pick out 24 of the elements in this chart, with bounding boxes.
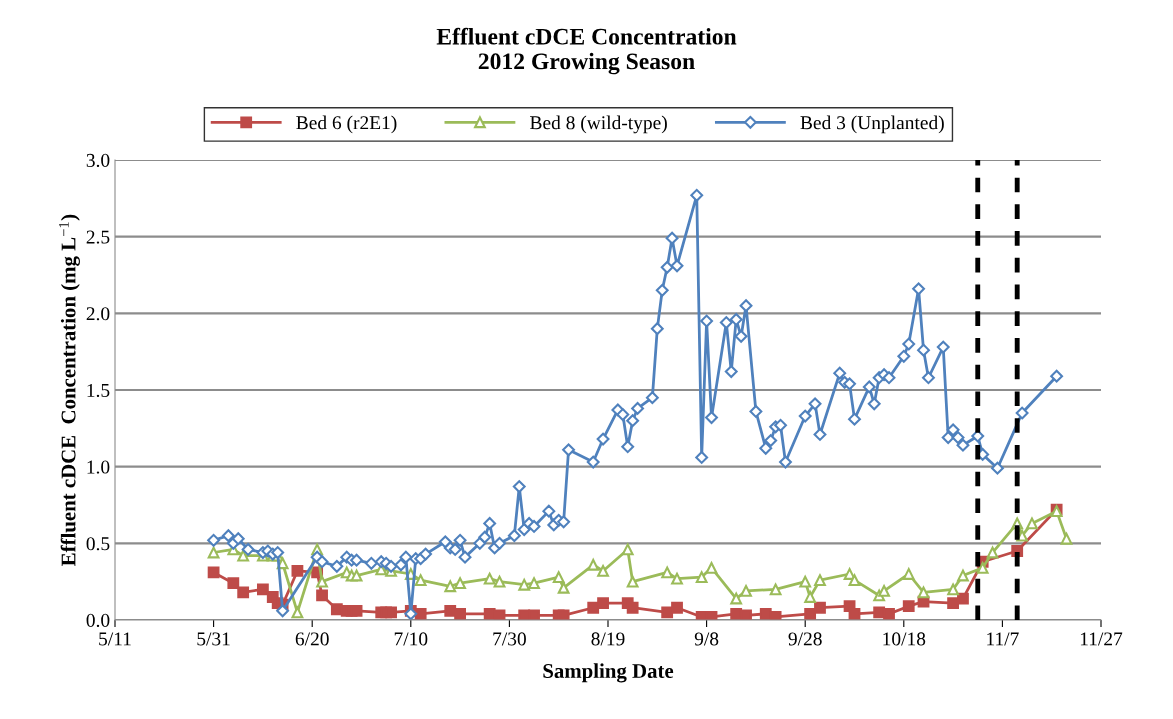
y-tick-label: 2.0 bbox=[86, 307, 110, 321]
x-tick-label: 5/31 bbox=[197, 632, 230, 646]
y-tick-label: 0.5 bbox=[86, 537, 110, 551]
y-tick-label: 2.5 bbox=[86, 230, 110, 244]
legend-label: Bed 6 (r2E1) bbox=[296, 115, 397, 134]
y-tick-label: 1.5 bbox=[87, 383, 110, 398]
y-tick-label: 0.0 bbox=[86, 613, 110, 628]
y-axis-title: Effluent cDCE Concentration (mg L$^{−1}$) bbox=[59, 214, 80, 566]
x-tick-label: 7/10 bbox=[394, 632, 428, 646]
x-tick-label: 5/11 bbox=[99, 632, 131, 646]
x-tick-label: 8/19 bbox=[591, 632, 625, 646]
y-tick-label: 1.0 bbox=[87, 460, 110, 474]
x-tick-label: 9/28 bbox=[788, 632, 822, 646]
x-tick-label: 11/27 bbox=[1080, 632, 1123, 646]
x-tick-label: 9/8 bbox=[694, 632, 719, 646]
x-tick-label: 11/7 bbox=[987, 632, 1019, 646]
x-tick-label: 6/20 bbox=[295, 632, 329, 646]
legend-label: Bed 3 (Unplanted) bbox=[800, 115, 944, 134]
y-tick-label: 3.0 bbox=[86, 153, 110, 168]
x-axis-title: Sampling Date bbox=[543, 663, 674, 683]
x-tick-label: 10/18 bbox=[883, 632, 926, 646]
x-tick-label: 7/30 bbox=[493, 632, 526, 646]
chart-title: Effluent cDCE Concentration 2012 Growing Season bbox=[436, 27, 737, 75]
legend-label: Bed 8 (wild-type) bbox=[530, 115, 667, 134]
